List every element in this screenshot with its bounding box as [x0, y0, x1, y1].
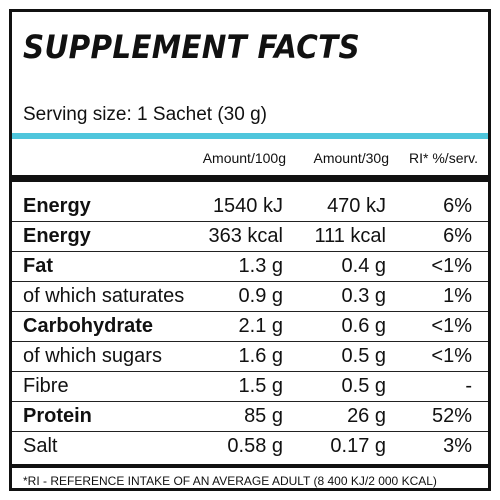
ri-percent: <1%	[431, 315, 472, 337]
column-header-per-100g: Amount/100g	[202, 150, 286, 166]
nutrient-row: Salt 0.58 g 0.17 g 3%	[12, 432, 488, 461]
panel-title: SUPPLEMENT FACTS	[23, 28, 361, 66]
amount-per-100g: 0.58 g	[227, 435, 283, 457]
column-header-per-serving: Amount/30g	[313, 150, 390, 166]
nutrient-name: of which saturates	[23, 285, 185, 307]
amount-per-100g: 0.9 g	[238, 285, 283, 307]
header-divider	[12, 175, 488, 182]
amount-per-serving: 0.6 g	[341, 315, 386, 337]
nutrient-row: of which sugars 1.6 g 0.5 g <1%	[12, 342, 488, 372]
nutrient-name: Protein	[23, 405, 92, 427]
nutrient-name: of which sugars	[23, 345, 162, 367]
nutrient-row: Energy 363 kcal 111 kcal 6%	[12, 222, 488, 252]
ri-percent: 3%	[443, 435, 472, 457]
amount-per-100g: 1540 kJ	[212, 195, 283, 217]
nutrient-name: Energy	[23, 195, 91, 217]
supplement-facts-panel: SUPPLEMENT FACTS Serving size: 1 Sachet …	[9, 9, 491, 491]
nutrient-row: Energy 1540 kJ 470 kJ 6%	[12, 192, 488, 222]
nutrient-name: Carbohydrate	[23, 315, 154, 337]
nutrient-name: Fat	[23, 255, 53, 277]
amount-per-serving: 0.5 g	[341, 345, 386, 367]
nutrient-name: Fibre	[23, 375, 69, 397]
amount-per-serving: 0.4 g	[341, 255, 386, 277]
ri-percent: -	[465, 375, 472, 397]
nutrient-name: Energy	[23, 225, 91, 247]
nutrient-name: Salt	[23, 435, 58, 457]
serving-size: Serving size: 1 Sachet (30 g)	[23, 104, 267, 125]
amount-per-100g: 363 kcal	[208, 225, 284, 247]
nutrient-row: of which saturates 0.9 g 0.3 g 1%	[12, 282, 488, 312]
ri-percent: <1%	[431, 255, 472, 277]
nutrient-table: Energy 1540 kJ 470 kJ 6% Energy 363 kcal 111 k…	[12, 192, 488, 461]
nutrient-row: Protein 85 g 26 g 52%	[12, 402, 488, 432]
footnote: *RI - REFERENCE INTAKE OF AN AVERAGE ADU…	[23, 474, 437, 488]
amount-per-serving: 0.3 g	[341, 285, 386, 307]
amount-per-serving: 26 g	[347, 405, 386, 427]
ri-percent: 1%	[443, 285, 472, 307]
amount-per-serving: 0.17 g	[330, 435, 386, 457]
amount-per-100g: 1.3 g	[238, 255, 283, 277]
nutrient-row: Fibre 1.5 g 0.5 g -	[12, 372, 488, 402]
ri-percent: <1%	[431, 345, 472, 367]
amount-per-100g: 85 g	[244, 405, 283, 427]
footer-divider	[12, 464, 488, 468]
nutrient-row: Fat 1.3 g 0.4 g <1%	[12, 252, 488, 282]
ri-percent: 52%	[431, 405, 472, 427]
amount-per-100g: 2.1 g	[238, 315, 283, 337]
ri-percent: 6%	[443, 225, 472, 247]
amount-per-100g: 1.5 g	[238, 375, 283, 397]
nutrient-row: Carbohydrate 2.1 g 0.6 g <1%	[12, 312, 488, 342]
amount-per-serving: 470 kJ	[327, 195, 386, 217]
amount-per-serving: 111 kcal	[314, 225, 386, 247]
ri-percent: 6%	[443, 195, 472, 217]
amount-per-100g: 1.6 g	[238, 345, 283, 367]
amount-per-serving: 0.5 g	[341, 375, 386, 397]
column-header-ri: RI* %/serv.	[409, 150, 478, 166]
accent-divider	[12, 133, 488, 139]
